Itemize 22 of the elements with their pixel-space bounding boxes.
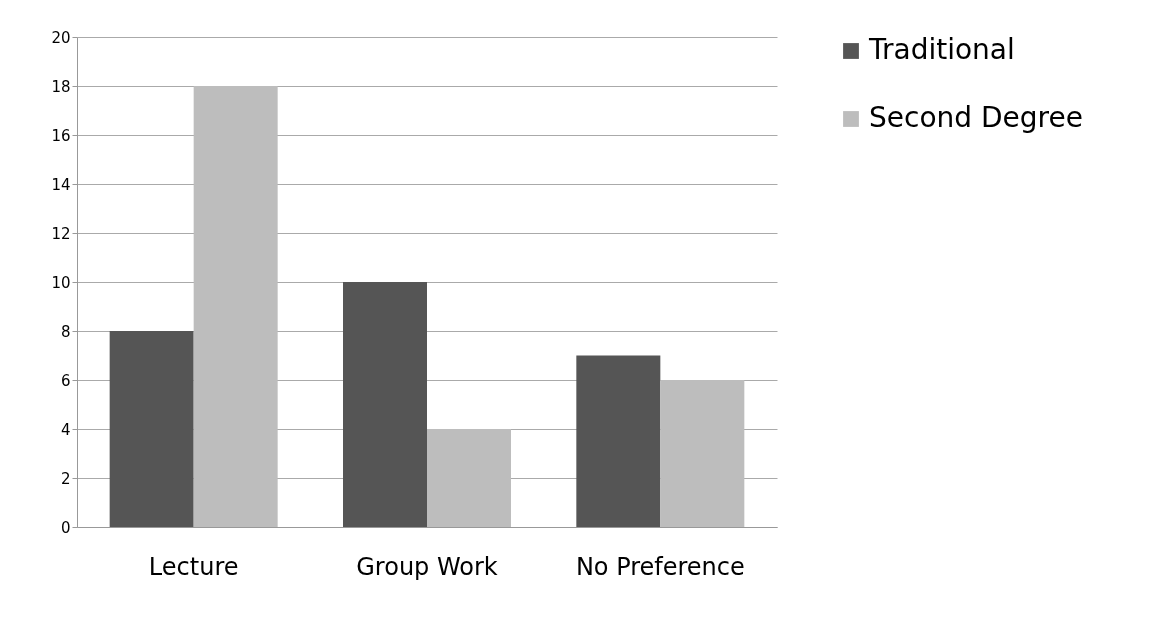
- y-tick-label: 12: [51, 224, 71, 243]
- y-tick-label: 20: [51, 28, 71, 47]
- y-tick-label: 2: [60, 469, 71, 488]
- bar: [193, 86, 278, 527]
- bar: [343, 282, 427, 527]
- bar: [576, 355, 661, 527]
- legend-label: Traditional: [868, 33, 1015, 66]
- bar: [660, 380, 745, 527]
- bar: [427, 429, 511, 527]
- legend-label: Second Degree: [869, 101, 1083, 134]
- y-tick-label: 14: [51, 175, 71, 194]
- y-tick-label: 0: [60, 518, 71, 537]
- x-tick-label: No Preference: [575, 552, 745, 581]
- bar: [109, 331, 194, 527]
- y-tick-label: 18: [51, 77, 71, 96]
- y-tick-label: 6: [60, 371, 71, 390]
- y-tick-label: 10: [51, 273, 71, 292]
- y-tick-label: 8: [60, 322, 71, 341]
- x-tick-label: Group Work: [356, 552, 498, 581]
- x-tick-label: Lecture: [148, 552, 239, 581]
- y-tick-label: 16: [51, 126, 71, 145]
- y-tick-label: 4: [60, 420, 71, 439]
